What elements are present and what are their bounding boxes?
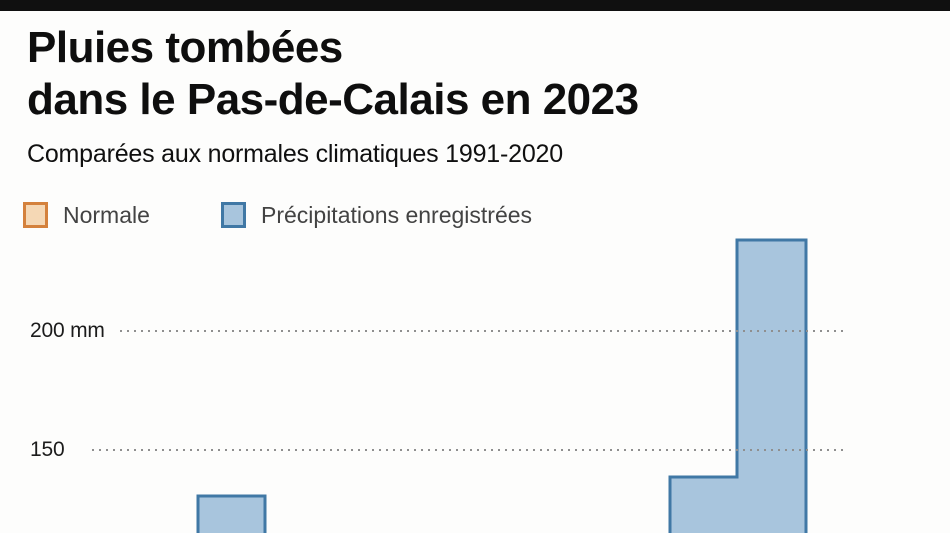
y-tick-200mm: 200 mm <box>30 319 105 342</box>
subtitle: Comparées aux normales climatiques 1991-… <box>27 140 563 168</box>
page-title: Pluies tombées dans le Pas-de-Calais en … <box>27 22 639 126</box>
recorded-precipitation-step-and-tall-bar <box>668 238 808 533</box>
recorded-precipitation-small-bar <box>196 494 267 533</box>
legend-label-precipitations: Précipitations enregistrées <box>261 201 533 228</box>
title-line-1: Pluies tombées <box>27 23 343 72</box>
y-tick-150: 150 <box>30 438 65 461</box>
normale-swatch-icon <box>23 202 48 228</box>
top-accent-bar <box>0 0 950 11</box>
precipitations-swatch-icon <box>221 202 246 228</box>
legend-item-precipitations: Précipitations enregistrées <box>221 201 532 229</box>
legend-item-normale: Normale <box>23 201 150 229</box>
legend-label-normale: Normale <box>63 201 150 228</box>
title-line-2: dans le Pas-de-Calais en 2023 <box>27 75 639 124</box>
